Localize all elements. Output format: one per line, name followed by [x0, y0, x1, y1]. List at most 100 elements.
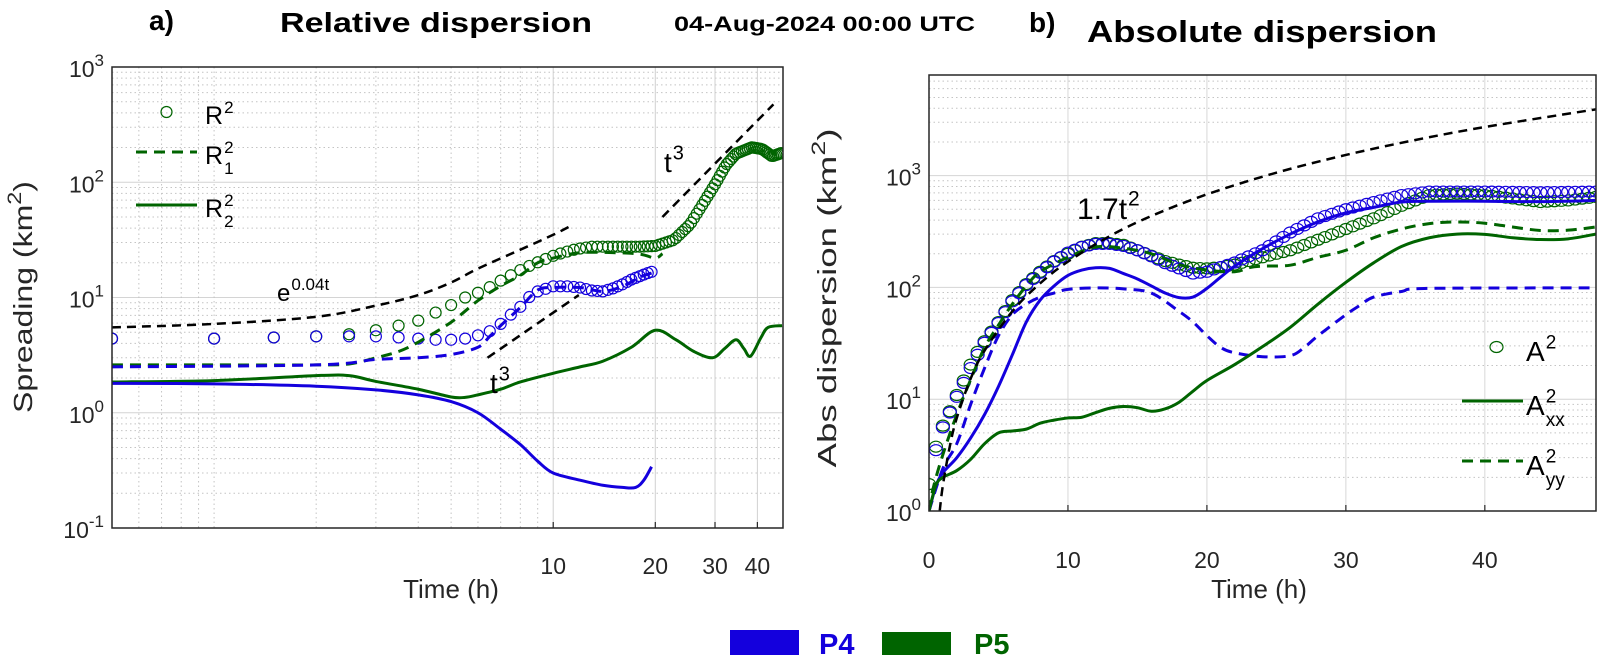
data-point-marker [1144, 250, 1159, 263]
panel-a-chart: 10 20 30 40 10-1 100 101 102 103 Time (h) Spreadin… [5, 51, 784, 604]
data-point-marker [611, 240, 624, 253]
label-subscript: 1 [224, 159, 233, 178]
data-point-marker [1172, 262, 1187, 275]
legend-swatch-p5 [882, 632, 951, 655]
data-point-marker [1408, 187, 1423, 200]
data-point-marker [392, 331, 405, 344]
data-point-marker [1463, 185, 1479, 198]
data-point-marker [1540, 186, 1555, 199]
x-tick-label: 10 [540, 553, 566, 579]
y-tick-label: 101 [69, 282, 104, 313]
legend-swatch-p4 [730, 630, 799, 655]
data-point-marker [1415, 186, 1430, 199]
data-point-marker [1269, 247, 1284, 260]
data-point-marker [1241, 250, 1256, 263]
data-point-marker [1290, 241, 1305, 254]
data-point-marker [1123, 241, 1138, 255]
label-superscript: 2 [1546, 446, 1557, 467]
data-point-marker [1338, 203, 1353, 216]
data-point-marker [1449, 185, 1465, 198]
legend-label-p4: P4 [819, 629, 854, 657]
panel-b-axes-box [928, 74, 1597, 512]
legend-marker-circle [160, 105, 173, 119]
x-tick-label: 40 [1472, 547, 1498, 573]
data-point-marker [429, 306, 442, 319]
data-point-marker [471, 329, 485, 342]
data-point-marker [369, 324, 382, 337]
label-superscript: 2 [1546, 386, 1557, 407]
label-superscript: 2 [1128, 188, 1140, 211]
panel-b-title: Absolute dispersion [1087, 14, 1437, 49]
data-point-marker [1380, 205, 1395, 219]
label-base: A [1526, 450, 1545, 481]
data-point-marker [1310, 233, 1326, 246]
data-point-marker [539, 252, 552, 266]
data-point-marker [531, 256, 544, 269]
label-subscript: xx [1546, 410, 1566, 431]
label-base: A [1526, 336, 1545, 367]
data-point-marker [567, 243, 580, 256]
data-point-marker [514, 300, 527, 313]
x-axis-label: Time (h) [403, 574, 499, 604]
x-tick-label: 10 [1055, 547, 1081, 573]
data-point-marker [1442, 185, 1458, 198]
series-line-p5-r2-2 [112, 324, 783, 400]
series-line-p4-r1-2 [112, 271, 653, 369]
data-point-marker [1338, 222, 1353, 236]
data-point-marker [459, 291, 472, 304]
y-tick-label: 100 [69, 397, 104, 428]
data-point-marker [1192, 266, 1208, 279]
data-point-marker [629, 240, 642, 253]
label-base: R [205, 102, 223, 130]
panel-a-label: a) [149, 5, 174, 36]
legend-marker-circle [1489, 340, 1504, 354]
data-point-marker [561, 245, 574, 258]
data-point-marker [1575, 185, 1590, 198]
label-base: e [277, 280, 290, 307]
data-point-marker [1429, 185, 1444, 198]
series-p5-r2 [112, 141, 783, 345]
x-tick-label: 40 [745, 553, 771, 579]
data-point-marker [392, 319, 405, 332]
data-point-marker [267, 331, 280, 344]
y-axis-label: Abs dispersion (km2) [809, 129, 842, 468]
data-point-marker [633, 240, 646, 253]
label-superscript: 0.04t [291, 275, 329, 294]
label-subscript: 2 [224, 212, 233, 231]
data-point-marker [1491, 185, 1506, 198]
label-base: 1.7t [1077, 193, 1128, 226]
data-point-marker [1505, 185, 1520, 199]
label-base: R [205, 142, 223, 170]
y-tick-label: 101 [886, 383, 921, 414]
data-point-marker [963, 361, 978, 375]
data-point-marker [1283, 244, 1298, 257]
data-point-marker [775, 147, 783, 160]
data-point-marker [1373, 209, 1388, 222]
data-point-marker [494, 274, 507, 287]
label-superscript: 3 [499, 363, 510, 385]
y-tick-label: 102 [886, 271, 921, 302]
data-point-marker [523, 259, 536, 273]
data-point-marker [1575, 192, 1590, 205]
data-point-marker [1547, 185, 1562, 199]
label-base: A [1526, 390, 1545, 421]
data-point-marker [1498, 185, 1513, 198]
reference-line-1-7t-2-reference [938, 108, 1596, 511]
data-point-marker [1561, 185, 1576, 199]
data-point-marker [445, 298, 458, 312]
y-tick-label: 10-1 [63, 512, 104, 543]
data-point-marker [310, 330, 323, 343]
data-point-marker [531, 285, 544, 298]
data-point-marker [1568, 185, 1583, 198]
data-point-marker [112, 332, 119, 345]
series-line-p4-ayy2 [929, 286, 1596, 511]
data-point-marker [1304, 236, 1319, 249]
data-point-marker [1331, 225, 1347, 238]
label-superscript: 3 [673, 142, 684, 164]
data-point-marker [459, 332, 472, 345]
data-point-marker [1088, 237, 1103, 251]
data-point-marker [1359, 214, 1374, 228]
